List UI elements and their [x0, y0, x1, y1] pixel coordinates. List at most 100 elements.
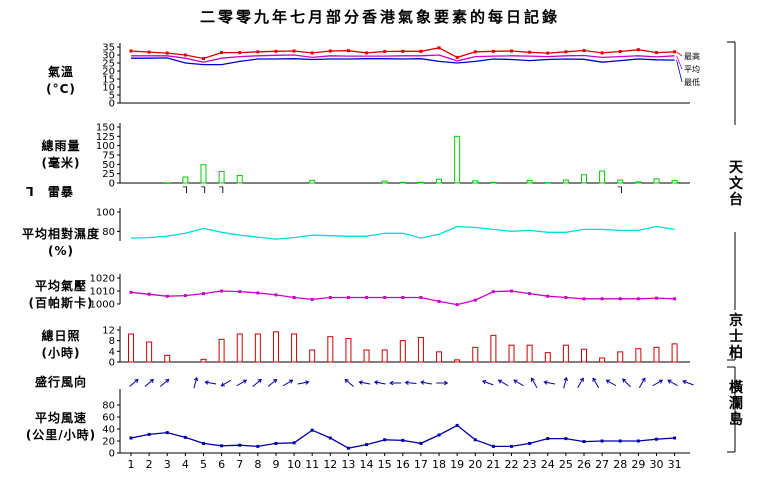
max-temp-legend: 最高: [684, 51, 700, 61]
rainfall-label-unit: (毫米): [41, 156, 81, 170]
wind-direction-label: 盛行風向: [6, 374, 116, 391]
station-label-kings-park: 京士柏: [729, 313, 743, 361]
min-temp-legend-leader: [676, 60, 683, 83]
sunshine-bar: [146, 341, 153, 363]
wind-direction-arrow: [220, 379, 232, 387]
wind-direction-arrow: [404, 380, 417, 386]
pressure-point: [419, 296, 423, 299]
wind-direction-arrow-head: [404, 380, 409, 386]
pressure-point: [636, 297, 640, 301]
wind-direction-label-name: 盛行風向: [34, 375, 87, 389]
wind-speed-point: [654, 437, 658, 441]
sunshine-label-name: 總日照: [41, 329, 81, 343]
x-tick-label: 8: [254, 458, 261, 471]
temperature-label: 氣溫 (°C): [6, 64, 116, 98]
x-tick-label: 25: [559, 458, 573, 471]
pressure-y-tick-label: 1000: [90, 300, 115, 311]
sunshine-bar: [254, 333, 261, 363]
max-temp-point: [582, 49, 586, 53]
wind-direction-arrow-head: [579, 377, 584, 382]
x-tick-label: 15: [378, 458, 392, 471]
sunshine-bar: [236, 333, 243, 363]
min-temp-line: [131, 57, 675, 66]
sunshine-bar: [544, 352, 551, 363]
wind-direction-arrow: [667, 379, 678, 387]
rainfall-y-tick-label: 0: [109, 179, 115, 190]
x-tick-label: 26: [577, 458, 591, 471]
sunshine-bar: [490, 334, 497, 363]
x-tick-label: 29: [631, 458, 645, 471]
max-temp-point: [256, 50, 260, 54]
wind-direction-arrow: [513, 379, 524, 387]
rainfall-y-tick-label: 125: [96, 132, 115, 143]
wind-direction-arrow: [436, 380, 449, 386]
wind-direction-arrow: [543, 380, 556, 385]
wind-direction-arrow-shaft: [498, 379, 509, 387]
wind-direction-arrow: [481, 379, 494, 386]
max-temp-point: [636, 48, 640, 52]
pressure-label-unit: (百帕斯卡): [28, 296, 94, 310]
rainfall-bar: [544, 182, 551, 184]
pressure-point: [618, 297, 622, 301]
temperature-label-name: 氣溫: [47, 65, 74, 79]
wind-direction-arrow-head: [667, 379, 672, 384]
wind-direction-arrow-head: [444, 380, 449, 386]
thunderstorm-label-name: 雷暴: [47, 185, 74, 199]
wind-direction-arrow-shaft: [592, 377, 600, 389]
max-temp-point: [618, 49, 622, 53]
wind-direction-arrow-shaft: [159, 379, 170, 387]
temperature-y-tick-label: 30: [102, 51, 115, 62]
wind-direction-arrow: [204, 380, 217, 385]
humidity-label: 平均相對濕度 (%): [6, 226, 116, 260]
wind-direction-arrow-shaft: [282, 379, 293, 387]
x-tick-label: 7: [236, 458, 243, 471]
wind-direction-arrow: [144, 378, 155, 387]
rainfall-bar: [581, 174, 587, 184]
wind-direction-arrow: [605, 379, 617, 387]
x-tick-label: 23: [523, 458, 537, 471]
sunshine-bar: [272, 331, 279, 363]
wind-direction-arrow: [530, 377, 538, 389]
mean-temp-line: [131, 54, 675, 63]
pressure-point: [310, 297, 314, 301]
x-tick-label: 9: [272, 458, 279, 471]
thunderstorm-label: Ꞁ 雷暴: [26, 184, 106, 201]
wind-direction-arrow-head: [481, 379, 487, 385]
x-tick-label: 20: [468, 458, 482, 471]
wind-direction-arrow: [563, 376, 568, 389]
wind-direction-arrow: [267, 378, 278, 387]
max-temp-point: [401, 49, 405, 53]
x-tick-label: 4: [182, 458, 189, 471]
x-tick-label: 18: [432, 458, 446, 471]
wind-direction-arrow-head: [273, 378, 278, 383]
max-temp-point: [220, 51, 224, 55]
wind-direction-arrow-head: [530, 377, 535, 382]
wind-direction-arrow-shaft: [267, 379, 277, 387]
x-tick-label: 14: [360, 458, 374, 471]
wind-direction-arrow: [592, 377, 600, 389]
x-tick-label: 13: [341, 458, 355, 471]
wind_speed-y-tick-label: 60: [102, 413, 115, 424]
max-temp-point: [129, 49, 133, 53]
sunshine-bar: [508, 344, 515, 363]
mean-temp-legend-leader: [676, 55, 683, 70]
pressure-label-name: 平均氣壓: [34, 279, 87, 293]
max-temp-point: [328, 49, 332, 53]
max-temp-point: [600, 51, 604, 55]
thunderstorm-marker: Ꞁ: [201, 186, 206, 196]
rainfall-bar: [417, 181, 424, 184]
wind-direction-arrow-shaft: [577, 377, 584, 389]
wind-direction-arrow-head: [257, 378, 262, 383]
x-tick-label: 1: [128, 458, 135, 471]
wind-direction-arrow-shaft: [205, 381, 217, 385]
sunshine-bar: [381, 349, 388, 363]
x-tick-label: 30: [649, 458, 663, 471]
wind-direction-arrow-shaft: [482, 380, 494, 386]
wind-direction-arrow-shaft: [638, 377, 646, 389]
max-temp-point: [546, 51, 550, 55]
humidity-y-tick-label: 100: [96, 208, 115, 219]
wind-speed-point: [346, 446, 350, 450]
wind-speed-point: [292, 441, 296, 445]
wind-direction-arrow-shaft: [236, 379, 247, 387]
